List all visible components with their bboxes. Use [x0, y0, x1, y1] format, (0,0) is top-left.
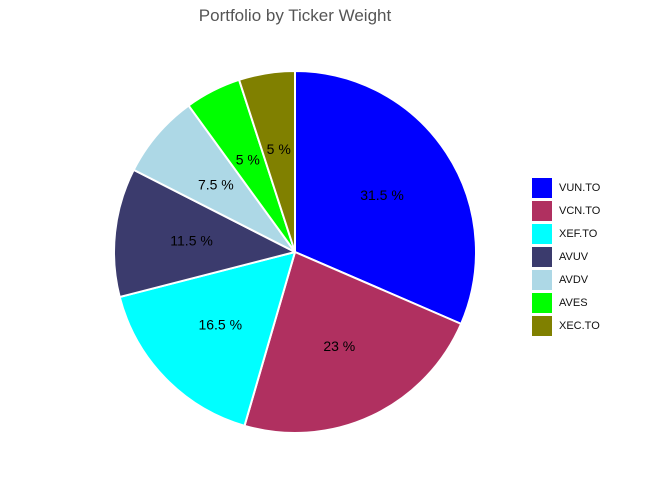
data-label: 23 %	[323, 338, 355, 354]
pie-slice-vcn-to	[243, 251, 463, 434]
legend-swatch	[532, 178, 552, 198]
data-label: 5 %	[267, 141, 291, 157]
pie-slice-vun-to	[294, 70, 477, 325]
data-label: 11.5 %	[170, 233, 213, 249]
legend-label: AVDV	[559, 274, 589, 286]
legend-swatch	[532, 316, 552, 336]
data-label: 5 %	[236, 151, 260, 167]
legend: VUN.TO VCN.TO XEF.TO AVUV AVDV AVES XEC.TO	[532, 178, 601, 336]
legend-label: XEC.TO	[559, 320, 600, 332]
legend-swatch	[532, 293, 552, 313]
legend-swatch	[532, 270, 552, 290]
pie-data-labels: 31.5 %23 %16.5 %11.5 %7.5 %5 %5 %	[170, 141, 404, 354]
legend-label: VCN.TO	[559, 205, 601, 217]
legend-swatch	[532, 201, 552, 221]
legend-swatch	[532, 247, 552, 267]
chart-title: Portfolio by Ticker Weight	[198, 6, 392, 25]
pie-slices	[113, 70, 477, 434]
legend-label: VUN.TO	[559, 182, 601, 194]
legend-swatch	[532, 224, 552, 244]
legend-label: XEF.TO	[559, 228, 598, 240]
pie-slice-xec-to	[238, 70, 296, 253]
data-label: 31.5 %	[360, 187, 404, 203]
pie-slice-xef-to	[118, 251, 296, 427]
legend-label: AVES	[559, 297, 588, 309]
legend-label: AVUV	[559, 251, 589, 263]
pie-slice-avuv	[113, 168, 296, 299]
data-label: 7.5 %	[198, 176, 234, 192]
data-label: 16.5 %	[198, 316, 242, 332]
